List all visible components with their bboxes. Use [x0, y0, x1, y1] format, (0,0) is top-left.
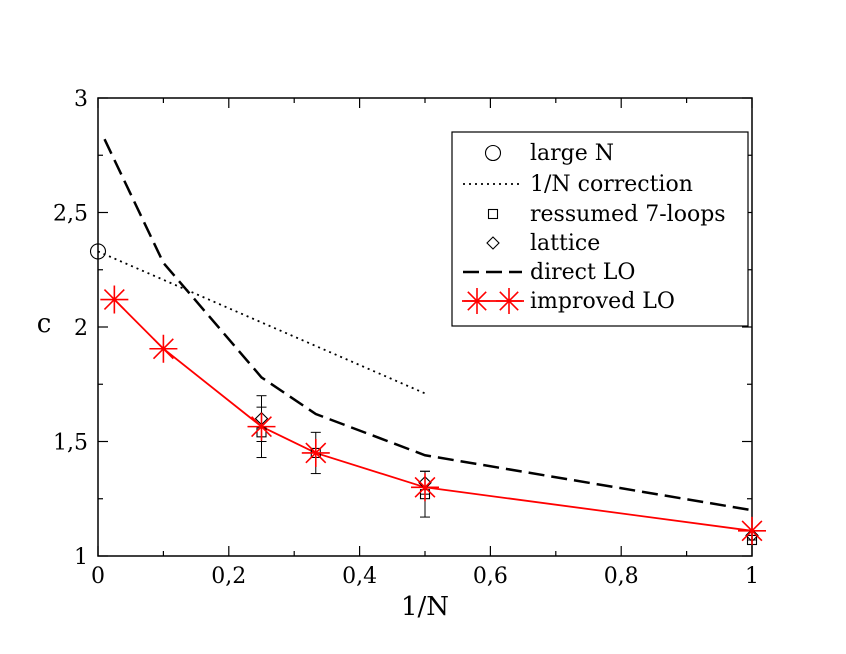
- improved-lo-point: [100, 285, 129, 314]
- y-tick-label: 3: [74, 87, 88, 112]
- x-tick-label: 0,2: [211, 564, 246, 589]
- series-layer: [89, 138, 766, 546]
- x-tick-label: 0: [91, 564, 105, 589]
- star-stroke: [414, 476, 436, 498]
- improved-lo-point: [149, 334, 178, 363]
- legend-symbols: [462, 144, 524, 314]
- x-tick-label: 1: [745, 564, 759, 589]
- legend-symbol-large-n: [484, 144, 502, 162]
- legend-label-1n-correction: 1/N correction: [530, 172, 693, 197]
- improved-lo-point: [301, 438, 330, 467]
- x-tick-label: 0,6: [473, 564, 508, 589]
- series-1n-correction-line: [97, 250, 426, 395]
- star-stroke: [103, 289, 125, 310]
- axis-ticks: [97, 97, 753, 557]
- improved-lo-point: [738, 516, 766, 545]
- star-stroke: [741, 520, 763, 542]
- legend-symbol-improved-lo-star: [464, 288, 490, 314]
- legend-label-ressumed-7-loops: ressumed 7-loops: [530, 202, 726, 227]
- y-tick-label: 1: [74, 545, 88, 570]
- legend-label-improved-lo: improved LO: [530, 289, 675, 314]
- x-tick-label: 0,8: [604, 564, 639, 589]
- large-n-point: [89, 243, 107, 260]
- legend-label-large-n: large N: [530, 141, 614, 166]
- axis-tick-labels: 0 0,2 0,4 0,6 0,8 1 1 1,5 2 2,5 3: [53, 87, 759, 589]
- y-tick-label: 1,5: [53, 431, 88, 456]
- star-stroke: [467, 291, 487, 311]
- y-tick-label: 2: [74, 316, 88, 341]
- y-tick-label: 2,5: [53, 202, 88, 227]
- legend-symbol-ressumed-7-loops: [487, 208, 499, 220]
- legend-label-lattice: lattice: [530, 231, 600, 256]
- improved-lo-point: [411, 473, 439, 502]
- x-tick-label: 0,4: [342, 564, 377, 589]
- star-stroke: [152, 338, 174, 360]
- star-stroke: [499, 291, 519, 311]
- legend-symbol-improved-lo-star: [496, 288, 522, 314]
- improved-lo-point: [247, 412, 276, 441]
- legend-label-direct-lo: direct LO: [530, 260, 635, 285]
- star-stroke: [305, 442, 327, 464]
- legend: large N 1/N correction ressumed 7-loops …: [451, 131, 749, 327]
- y-axis-title: c: [37, 309, 52, 339]
- star-stroke: [251, 416, 272, 438]
- legend-symbol-lattice: [486, 236, 500, 250]
- x-axis-title: 1/N: [401, 592, 449, 622]
